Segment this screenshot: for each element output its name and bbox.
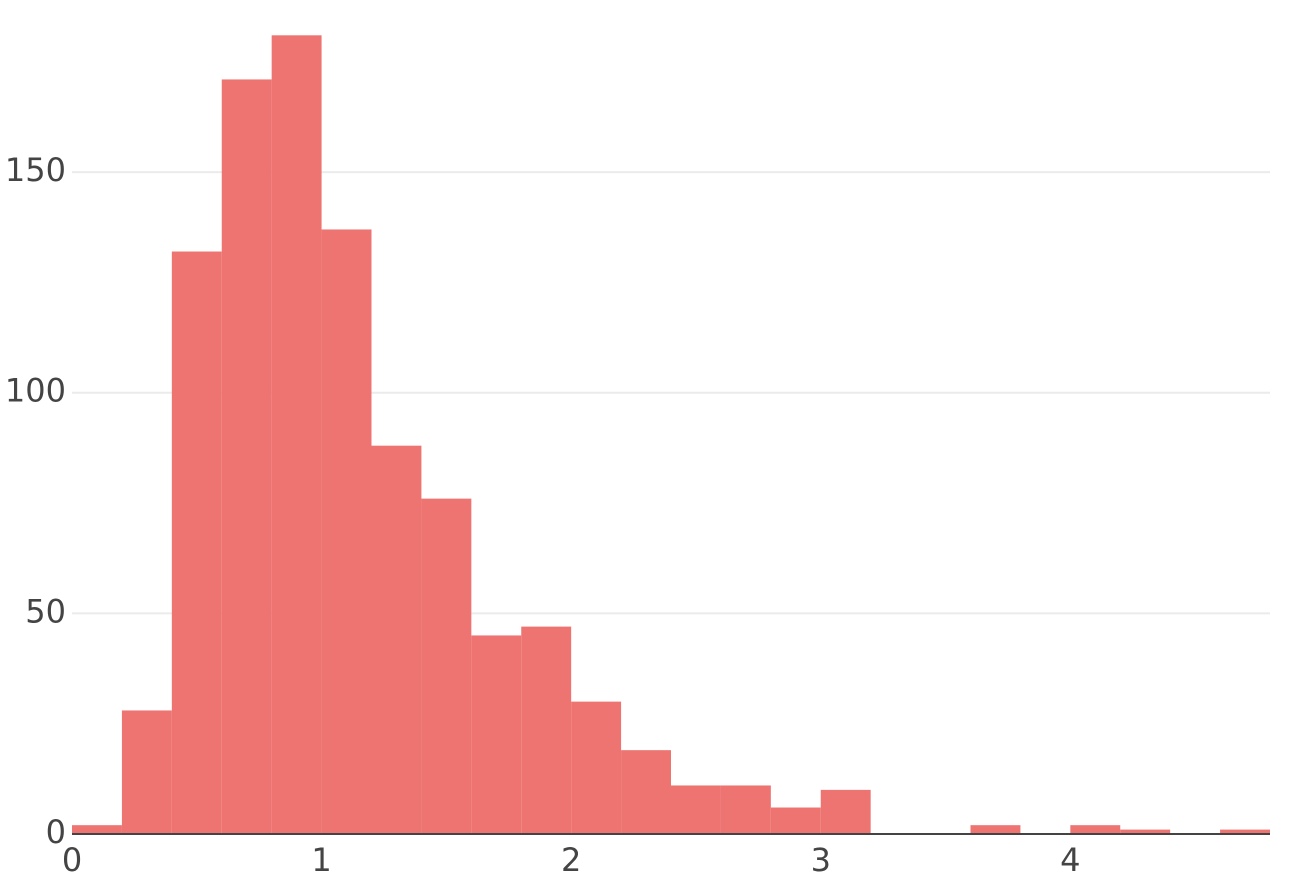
bar xyxy=(471,635,522,834)
bar xyxy=(571,701,622,834)
x-tick-label: 0 xyxy=(62,841,82,879)
bar xyxy=(421,498,472,834)
bar xyxy=(321,229,372,834)
x-tick-label: 4 xyxy=(1060,841,1080,879)
bar xyxy=(72,825,122,834)
y-tick-label: 150 xyxy=(5,151,66,189)
bar xyxy=(720,785,771,834)
bar xyxy=(1120,829,1171,834)
bar xyxy=(371,445,422,834)
bar xyxy=(221,79,272,834)
bar xyxy=(121,710,172,834)
x-tick-label: 2 xyxy=(561,841,581,879)
bar xyxy=(1070,825,1121,834)
y-tick-label: 100 xyxy=(5,372,66,410)
bar xyxy=(1220,829,1270,834)
bar xyxy=(171,251,222,834)
bar xyxy=(621,750,671,834)
bar xyxy=(671,785,721,834)
y-tick-label: 50 xyxy=(25,592,66,630)
bar xyxy=(820,789,871,834)
x-tick-label: 3 xyxy=(811,841,831,879)
bar xyxy=(770,807,821,834)
bar xyxy=(521,626,572,834)
x-tick-label: 1 xyxy=(311,841,331,879)
bar xyxy=(970,825,1021,834)
y-tick-label: 0 xyxy=(46,813,66,851)
bar xyxy=(271,35,322,835)
